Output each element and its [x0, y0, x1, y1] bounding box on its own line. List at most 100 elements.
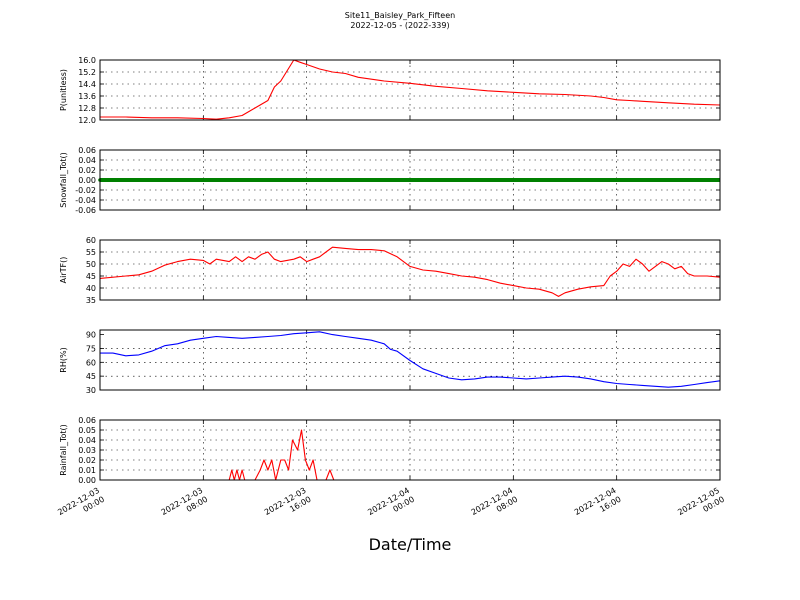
series-marker — [635, 178, 639, 182]
series-marker — [473, 178, 477, 182]
series-marker — [107, 178, 111, 182]
panels-group: 12.0 12.8 13.6 14.4 15.2 16.0 P(unitless) -0.06… — [59, 56, 721, 485]
series-marker — [140, 178, 144, 182]
series-marker — [143, 178, 147, 182]
series-marker — [116, 178, 120, 182]
series-marker — [638, 178, 642, 182]
y-tick-label: 0.04 — [78, 436, 96, 445]
series-marker — [653, 178, 657, 182]
series-marker — [446, 178, 450, 182]
y-tick-label: 16.0 — [78, 56, 96, 65]
series-line — [100, 59, 721, 120]
series-marker — [212, 178, 216, 182]
y-tick-label: 45 — [86, 372, 96, 381]
series-marker — [563, 178, 567, 182]
series-marker — [260, 178, 264, 182]
series-marker — [404, 178, 408, 182]
series-marker — [254, 178, 258, 182]
series-marker — [236, 178, 240, 182]
y-tick-label: 0.04 — [78, 156, 96, 165]
series-marker — [395, 178, 399, 182]
series-marker — [167, 178, 171, 182]
series-marker — [710, 178, 714, 182]
series-marker — [425, 178, 429, 182]
series-marker — [677, 178, 681, 182]
series-marker — [668, 178, 672, 182]
series-marker — [491, 178, 495, 182]
y-tick-label: 0.02 — [78, 166, 96, 175]
series-marker — [149, 178, 153, 182]
series-marker — [662, 178, 666, 182]
series-marker — [314, 178, 318, 182]
series-marker — [134, 178, 138, 182]
y-tick-label: -0.06 — [75, 206, 96, 215]
series-marker — [557, 178, 561, 182]
x-tick-label: 2022-12-0500:00 — [676, 486, 726, 526]
series-marker — [581, 178, 585, 182]
y-tick-label: 0.05 — [78, 426, 96, 435]
series-marker — [317, 178, 321, 182]
y-tick-label: 0.03 — [78, 446, 96, 455]
series-marker — [197, 178, 201, 182]
series-marker — [401, 178, 405, 182]
figure-subtitle: 2022-12-05 - (2022-339) — [350, 21, 449, 30]
series-marker — [131, 178, 135, 182]
series-marker — [584, 178, 588, 182]
figure-title: Site11_Baisley_Park_Fifteen — [345, 11, 455, 20]
series-marker — [227, 178, 231, 182]
series-marker — [656, 178, 660, 182]
series-marker — [293, 178, 297, 182]
series-marker — [299, 178, 303, 182]
series-marker — [338, 178, 342, 182]
series-marker — [665, 178, 669, 182]
panel-frame — [99, 419, 721, 481]
series-marker — [278, 178, 282, 182]
series-marker — [587, 178, 591, 182]
y-axis-label: Rainfall_Tot() — [59, 424, 68, 476]
rainfall-panel: 0.000.010.020.030.040.050.06 Rainfall_Tot… — [59, 416, 721, 485]
series-marker — [698, 178, 702, 182]
series-marker — [203, 178, 207, 182]
series-marker — [377, 178, 381, 182]
series-marker — [503, 178, 507, 182]
series-marker — [335, 178, 339, 182]
series-marker — [353, 178, 357, 182]
series-marker — [248, 178, 252, 182]
series-marker — [305, 178, 309, 182]
series-marker — [542, 178, 546, 182]
series-marker — [161, 178, 165, 182]
series-marker — [386, 178, 390, 182]
series-marker — [416, 178, 420, 182]
series-marker — [530, 178, 534, 182]
series-marker — [524, 178, 528, 182]
series-marker — [383, 178, 387, 182]
series-marker — [476, 178, 480, 182]
series-marker — [101, 178, 105, 182]
series-marker — [455, 178, 459, 182]
series-marker — [269, 178, 273, 182]
series-marker — [329, 178, 333, 182]
y-tick-label: 75 — [86, 344, 96, 353]
series-marker — [128, 178, 132, 182]
series-marker — [692, 178, 696, 182]
series-marker — [485, 178, 489, 182]
series-marker — [263, 178, 267, 182]
series-marker — [500, 178, 504, 182]
series-marker — [419, 178, 423, 182]
series-marker — [659, 178, 663, 182]
series-marker — [365, 178, 369, 182]
y-tick-label: 0.06 — [78, 146, 96, 155]
series-marker — [479, 178, 483, 182]
series-marker — [308, 178, 312, 182]
series-line — [100, 429, 720, 481]
series-marker — [146, 178, 150, 182]
series-marker — [686, 178, 690, 182]
series-marker — [551, 178, 555, 182]
series-marker — [230, 178, 234, 182]
series-marker — [461, 178, 465, 182]
y-tick-label: 15.2 — [78, 68, 96, 77]
series-marker — [200, 178, 204, 182]
series-marker — [599, 178, 603, 182]
series-marker — [680, 178, 684, 182]
series-marker — [683, 178, 687, 182]
